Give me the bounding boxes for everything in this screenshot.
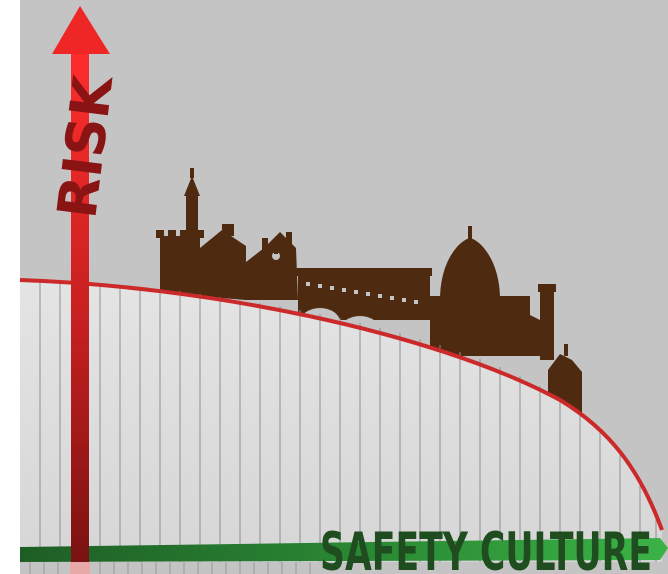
safety-culture-label: SAFETY CULTURE (320, 522, 652, 574)
safety-culture-arrow-icon (20, 538, 668, 562)
risk-arrow-icon (52, 6, 110, 562)
bottom-tick-strip (29, 562, 311, 574)
risk-curve (19, 278, 664, 531)
arrow-base-highlight (70, 562, 90, 574)
